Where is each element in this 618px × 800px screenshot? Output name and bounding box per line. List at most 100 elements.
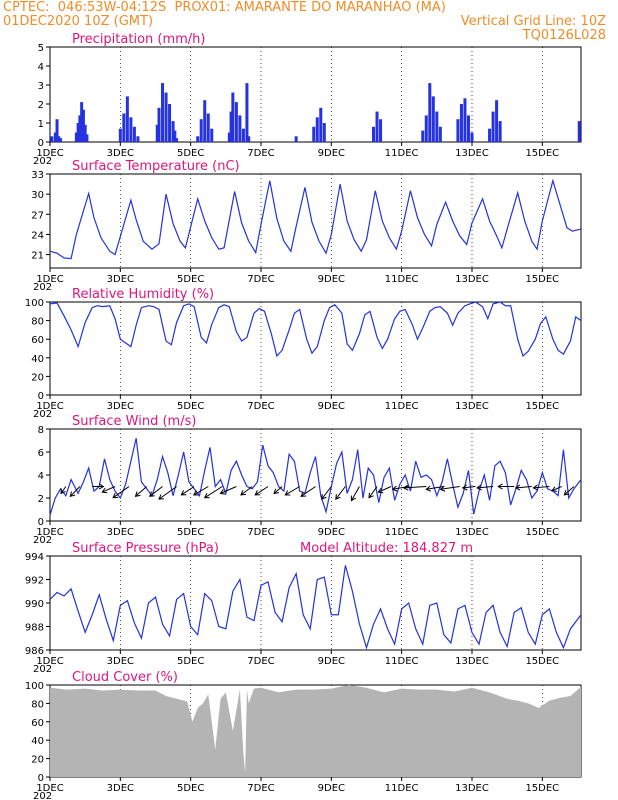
surface-pressure-title: Surface Pressure (hPa) [72, 541, 219, 556]
precip-bar [206, 113, 210, 142]
precip-bar [379, 119, 383, 142]
wind-vector [564, 486, 575, 496]
cloud-cover-area [50, 685, 581, 777]
precip-bar [372, 126, 376, 142]
surface-temperature-ytick-label: 21 [31, 251, 44, 262]
precip-bar [495, 100, 499, 142]
wind-vector [321, 486, 332, 500]
surface-pressure-xtick-label: 11DEC [385, 656, 419, 667]
wind-vector-head [180, 490, 187, 496]
wind-vector [285, 486, 300, 496]
precip-bar [173, 130, 177, 142]
precipitation-title: Precipitation (mm/h) [72, 32, 205, 47]
precip-bar [459, 104, 463, 142]
surface-pressure-ytick-label: 990 [25, 599, 44, 610]
surface-pressure-xtick-label: 13DEC [455, 656, 489, 667]
wind-vector [193, 486, 209, 496]
cloud-cover-ytick-label: 40 [31, 736, 44, 747]
relative-humidity-ytick-label: 100 [25, 298, 44, 309]
precipitation-panel [46, 46, 582, 146]
wind-vector [181, 486, 195, 496]
precip-bar [53, 132, 57, 142]
wind-vector [477, 486, 494, 489]
relative-humidity-ytick-label: 20 [31, 372, 44, 383]
precip-bar [231, 92, 235, 142]
precipitation-year-fragment: 202 [33, 156, 52, 167]
relative-humidity-xtick-label: 13DEC [455, 401, 489, 412]
cloud-cover-panel [46, 684, 582, 781]
wind-vector-head [60, 488, 66, 495]
surface-temperature-title: Surface Temperature (nC) [72, 159, 240, 174]
cloud-cover-xtick-label: 3DEC [107, 783, 134, 794]
surface-wind-ytick-label: 2 [38, 494, 44, 505]
precip-bar [76, 123, 80, 142]
cloud-cover-ytick-label: 20 [31, 755, 44, 766]
wind-vector [533, 486, 550, 489]
precip-bar [319, 107, 323, 142]
precip-bar [81, 109, 85, 142]
surface-temperature-xtick-label: 13DEC [455, 274, 489, 285]
precip-bar [463, 98, 467, 142]
wind-vector-head [532, 484, 539, 491]
wind-vector-head [391, 485, 398, 492]
relative-humidity-ytick-label: 40 [31, 354, 44, 365]
cloud-cover-xtick-label: 1DEC [36, 783, 63, 794]
surface-wind-xtick-label: 7DEC [247, 527, 274, 538]
precipitation-ytick-label: 3 [38, 81, 44, 92]
wind-vector [426, 486, 444, 490]
precip-bar [424, 115, 428, 142]
wind-vector-head [514, 484, 521, 491]
wind-vector [69, 486, 81, 497]
wind-vector [102, 486, 116, 493]
wind-vector [240, 486, 253, 496]
precipitation-ytick-label: 2 [38, 100, 44, 111]
precip-bar [171, 121, 175, 142]
precip-bar [74, 132, 78, 142]
wind-vector [254, 486, 269, 496]
precipitation-xtick-label: 7DEC [247, 148, 274, 159]
relative-humidity-year-fragment: 202 [33, 409, 52, 420]
surface-temperature-frame [49, 173, 582, 269]
surface-pressure-xtick-label: 1DEC [36, 656, 63, 667]
surface-pressure-xtick-label: 9DEC [318, 656, 345, 667]
relative-humidity-title: Relative Humidity (%) [72, 287, 214, 302]
wind-vector-head [476, 484, 482, 491]
precipitation-xtick-label: 1DEC [36, 148, 63, 159]
surface-wind-ytick-label: 8 [38, 425, 44, 436]
precip-bar [498, 121, 502, 142]
relative-humidity-series-line [49, 301, 582, 358]
surface-wind-series-line [49, 438, 582, 516]
precip-bar [577, 121, 581, 142]
surface-temperature-xtick-label: 11DEC [385, 274, 419, 285]
precip-bar [161, 83, 165, 142]
precip-bar [136, 136, 140, 142]
precip-bar [199, 119, 203, 142]
precipitation-ytick-label: 1 [38, 119, 44, 130]
wind-vector-head [300, 491, 307, 497]
relative-humidity-ytick-label: 0 [38, 391, 44, 402]
cloud-cover-ytick-label: 60 [31, 718, 44, 729]
precipitation-ytick-label: 4 [38, 62, 44, 73]
surface-pressure-panel [46, 555, 582, 654]
surface-pressure-year-fragment: 202 [33, 664, 52, 675]
wind-vector-head [402, 484, 409, 491]
precip-bar [431, 96, 435, 142]
precip-bar [129, 117, 133, 142]
grid-line-note: Vertical Grid Line: 10Z [460, 14, 606, 29]
precip-bar [241, 128, 245, 142]
wind-vector [440, 486, 460, 490]
relative-humidity-xtick-label: 11DEC [385, 401, 419, 412]
wind-vector-head [101, 487, 108, 494]
precip-bar [315, 117, 319, 142]
surface-wind-xtick-label: 15DEC [525, 527, 559, 538]
precipitation-xtick-label: 11DEC [385, 148, 419, 159]
wind-vector [368, 486, 378, 498]
wind-vector-head [284, 490, 291, 496]
surface-wind-xtick-label: 1DEC [36, 527, 63, 538]
relative-humidity-xtick-label: 1DEC [36, 401, 63, 412]
wind-vector-head [273, 488, 280, 495]
run-date: 01DEC2020 10Z (GMT) [3, 14, 154, 29]
precip-bar [196, 136, 200, 142]
precip-bar [78, 115, 82, 142]
